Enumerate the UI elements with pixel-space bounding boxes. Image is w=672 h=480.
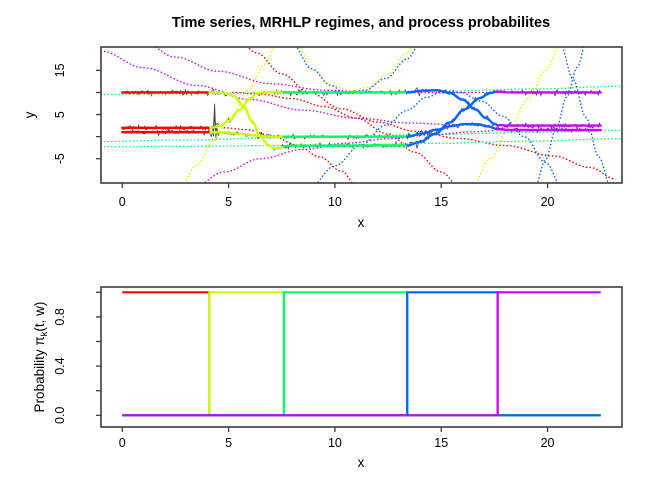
dotted-fit-curve-12 [561,47,609,183]
regime-mean-curve-9 [406,90,499,147]
regime-mean-curve-10 [406,89,499,127]
y-tick-label: 0.0 [53,407,67,424]
bottom-ylabel-prefix: Probability [32,346,47,413]
x-tick-label: 10 [328,436,342,450]
regime-5-probability-curve [122,291,601,417]
x-tick-label: 20 [541,436,555,450]
regime-4-probability-curve [122,291,601,417]
top-xaxis-label: x [358,215,365,230]
y-tick-label: 0.4 [53,357,67,374]
dotted-fit-curve-14 [101,50,497,127]
dotted-fit-curve-2 [247,47,617,180]
regime-mean-curve-5 [209,131,286,138]
bottom-ylabel-suffix: (t, w) [32,302,47,332]
regime-2-probability-curve [122,291,601,417]
top-plot-curves [101,47,622,183]
y-tick-label: 5 [53,111,67,118]
dotted-fit-curve-4 [299,47,413,92]
dotted-fit-curve-5 [475,47,558,183]
figure-title: Time series, MRHLP regimes, and process … [172,15,550,31]
plot-box [100,46,623,184]
regime-mean-curve-6 [282,144,409,148]
y-tick-label: -5 [53,153,67,164]
dotted-fit-curve-13 [153,47,497,94]
y-tick-label: 0.8 [53,308,67,325]
x-tick-label: 5 [225,436,232,450]
bottom-ylabel-subscript: k [39,331,50,336]
bottom-plot-probabilities: 0 5 10 15 20 0.0 0.4 0.8 x Probability πk(t, w) [32,286,623,470]
bottom-plot-axes: 0 5 10 15 20 0.0 0.4 0.8 [53,286,623,450]
x-tick-label: 15 [434,436,448,450]
dotted-fit-curve-1 [223,127,354,183]
x-tick-label: 0 [119,436,126,450]
bottom-plot-curves [122,291,601,417]
top-plot-timeseries: 0 5 10 15 20 -5 5 15 x y [22,46,623,230]
regime-3-probability-curve [122,291,601,417]
bottom-yaxis-label: Probability πk(t, w) [32,302,50,413]
dotted-fit-curve-9 [316,90,559,183]
x-tick-label: 10 [328,195,342,209]
x-tick-label: 0 [119,195,126,209]
top-yaxis-label: y [22,111,37,118]
noisy-timeseries-signal-3 [122,103,601,141]
x-tick-label: 15 [434,195,448,209]
dotted-fit-curve-7 [101,129,622,143]
regime-mean-curve-14 [496,127,602,132]
dotted-fit-curve-10 [295,47,418,95]
regime-mean-curve-11 [406,122,499,138]
regime-mean-curve-3 [208,91,286,150]
dotted-fit-curve-8 [101,137,622,148]
regime-mean-curve-12 [496,90,602,94]
bottom-ylabel-pi: π [32,336,47,345]
dotted-fit-curve-6 [101,85,622,96]
bottom-xaxis-label: x [358,455,365,470]
top-plot-axes: 0 5 10 15 20 -5 5 15 [53,46,623,209]
y-tick-label: 15 [53,63,67,77]
dotted-fit-curve-3 [184,47,276,183]
x-tick-label: 5 [225,195,232,209]
plot-box [100,286,623,428]
regime-mean-curve-4 [209,90,286,130]
regime-1-probability-curve [122,291,601,417]
dotted-fit-curve-11 [536,47,585,183]
x-tick-label: 20 [541,195,555,209]
